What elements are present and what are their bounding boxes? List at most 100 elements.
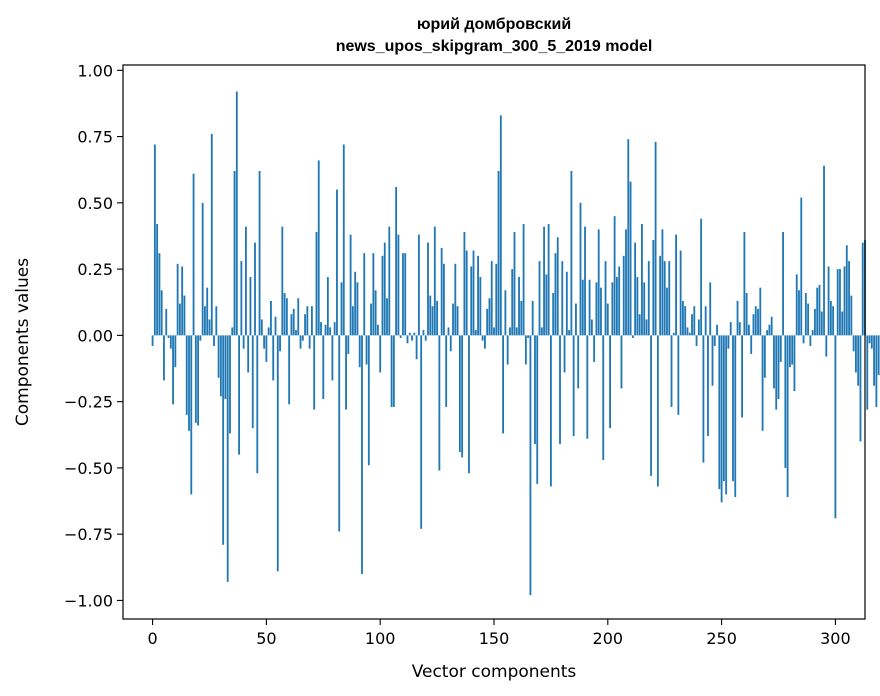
bar <box>722 335 725 482</box>
bar <box>618 266 621 336</box>
bar <box>399 335 402 339</box>
bar <box>513 232 516 336</box>
bar <box>181 266 184 336</box>
bar <box>522 224 525 336</box>
bar <box>345 335 347 410</box>
bar <box>718 335 721 490</box>
bar <box>668 261 671 336</box>
x-tick-label: 300 <box>820 629 851 648</box>
bar <box>877 335 880 376</box>
bar <box>693 306 696 336</box>
bar <box>688 332 691 336</box>
bar <box>372 253 375 336</box>
y-tick-label: 1.00 <box>77 61 113 80</box>
bar <box>759 287 762 336</box>
bar <box>795 274 798 336</box>
x-axis-ticks: 0 50 100 150 200 250 300 <box>147 619 851 648</box>
bar <box>679 250 682 336</box>
bar <box>336 189 338 336</box>
bar <box>254 242 256 336</box>
bar <box>190 335 193 495</box>
bar <box>511 269 514 336</box>
bar <box>267 327 270 336</box>
bar <box>531 300 534 336</box>
bar <box>825 335 828 357</box>
bar <box>176 263 179 336</box>
bar <box>716 324 718 336</box>
bar <box>479 277 482 336</box>
bar <box>365 335 368 365</box>
bar <box>661 229 664 336</box>
bar <box>351 306 354 336</box>
bar <box>256 335 259 474</box>
bar <box>331 335 334 381</box>
bar <box>185 335 188 415</box>
bar <box>506 335 509 365</box>
bar <box>433 226 436 336</box>
bar <box>417 234 420 336</box>
bar <box>709 282 712 336</box>
bar <box>386 298 388 336</box>
bar <box>483 335 486 349</box>
bar <box>579 202 582 336</box>
bar <box>666 287 668 336</box>
bar <box>659 255 662 336</box>
bar <box>834 335 837 519</box>
bar <box>172 335 174 405</box>
bar <box>197 335 200 426</box>
bar <box>347 335 350 354</box>
x-tick-label: 150 <box>479 629 510 648</box>
bar <box>518 277 520 336</box>
bar <box>773 335 775 389</box>
bar <box>622 255 625 336</box>
bar <box>178 303 181 336</box>
bar <box>727 335 730 349</box>
bar <box>584 226 586 336</box>
bar <box>643 282 646 336</box>
bar <box>777 335 780 399</box>
bar <box>188 335 190 431</box>
bar <box>734 335 737 498</box>
bar <box>590 319 593 336</box>
y-axis-ticks: 1.00 0.75 0.50 0.25 0.00 −0.25 −0.50 −0.75 −1.00 <box>64 61 123 610</box>
bar <box>818 285 821 336</box>
y-tick-label: 0.75 <box>77 128 113 147</box>
bar <box>449 335 452 352</box>
bar <box>802 335 805 344</box>
bar <box>782 232 784 336</box>
bar <box>199 335 202 341</box>
bar <box>338 335 341 532</box>
bar <box>272 335 275 381</box>
bar <box>697 319 700 336</box>
bar <box>873 335 876 386</box>
bar <box>645 319 648 336</box>
bar <box>233 171 236 336</box>
bar <box>383 242 386 336</box>
bar <box>247 335 250 373</box>
bar <box>736 300 739 336</box>
bar <box>429 295 432 336</box>
bar <box>595 282 598 336</box>
bar <box>354 271 357 336</box>
bar <box>215 306 218 336</box>
bar <box>493 327 495 336</box>
y-tick-label: −0.75 <box>64 525 113 544</box>
bar <box>713 335 716 346</box>
bar <box>367 335 370 466</box>
bar <box>290 314 293 336</box>
bar <box>788 335 791 368</box>
bar <box>440 247 443 336</box>
bar <box>454 263 457 336</box>
bar <box>217 335 220 378</box>
x-tick-label: 250 <box>706 629 737 648</box>
bar <box>529 335 532 596</box>
bar <box>829 300 832 336</box>
bar <box>420 335 423 529</box>
bar <box>411 335 413 341</box>
bar <box>559 335 561 445</box>
bar <box>276 335 279 572</box>
bar <box>163 335 165 381</box>
bar <box>568 330 571 336</box>
bar <box>593 335 596 362</box>
bar <box>208 319 211 336</box>
